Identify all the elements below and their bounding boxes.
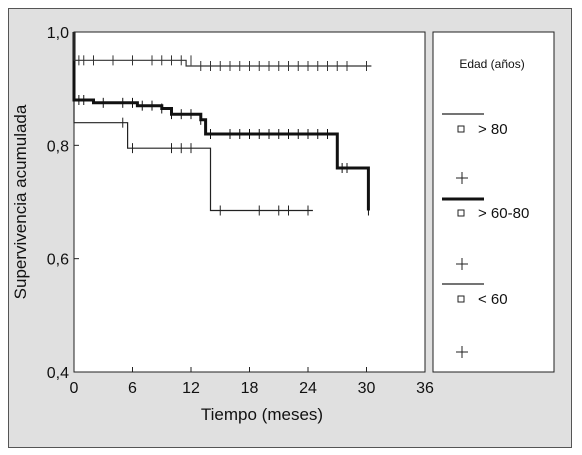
- x-tick-label: 24: [299, 380, 317, 397]
- legend-label-lt60: < 60: [478, 291, 508, 308]
- legend-label-60-80: > 60-80: [478, 205, 529, 222]
- y-axis-title: Supervivencia acumulada: [11, 104, 30, 299]
- series-1: [72, 32, 370, 216]
- x-tick-label: 18: [241, 380, 259, 397]
- x-tick-label: 0: [70, 380, 79, 397]
- series-layer: [72, 32, 372, 216]
- plus-icon: [456, 346, 468, 358]
- x-tick-label: 30: [358, 380, 376, 397]
- legend-label-gt80: > 80: [478, 121, 508, 138]
- legend-item-gt80: > 80: [442, 113, 508, 184]
- y-tick-label: 1,0: [47, 25, 69, 42]
- legend-panel: [432, 31, 555, 373]
- plus-icon: [456, 172, 468, 184]
- square-marker-icon: [457, 209, 465, 217]
- y-tick-label: 0,6: [47, 252, 69, 269]
- plus-icon: [456, 258, 468, 270]
- survival-curve-0: [73, 32, 313, 212]
- legend-item-lt60: < 60: [442, 283, 508, 358]
- legend-title: Edad (años): [459, 57, 524, 71]
- x-tick-label: 36: [416, 380, 434, 397]
- x-tick-label: 12: [182, 380, 200, 397]
- x-tick-label: 6: [128, 380, 137, 397]
- series-0: [73, 32, 313, 216]
- axes: 0 6 12 18 24 30 36 0,4 0,6 0,8 1,0: [47, 25, 434, 397]
- survival-curve-2: [73, 32, 372, 67]
- legend-item-60-80: > 60-80: [442, 197, 529, 270]
- x-axis-title: Tiempo (meses): [201, 405, 323, 424]
- square-marker-icon: [457, 295, 465, 303]
- plot-area: [73, 31, 426, 373]
- y-tick-label: 0,4: [47, 365, 69, 382]
- y-tick-label: 0,8: [47, 138, 69, 155]
- series-2: [73, 32, 372, 71]
- square-marker-icon: [457, 125, 465, 133]
